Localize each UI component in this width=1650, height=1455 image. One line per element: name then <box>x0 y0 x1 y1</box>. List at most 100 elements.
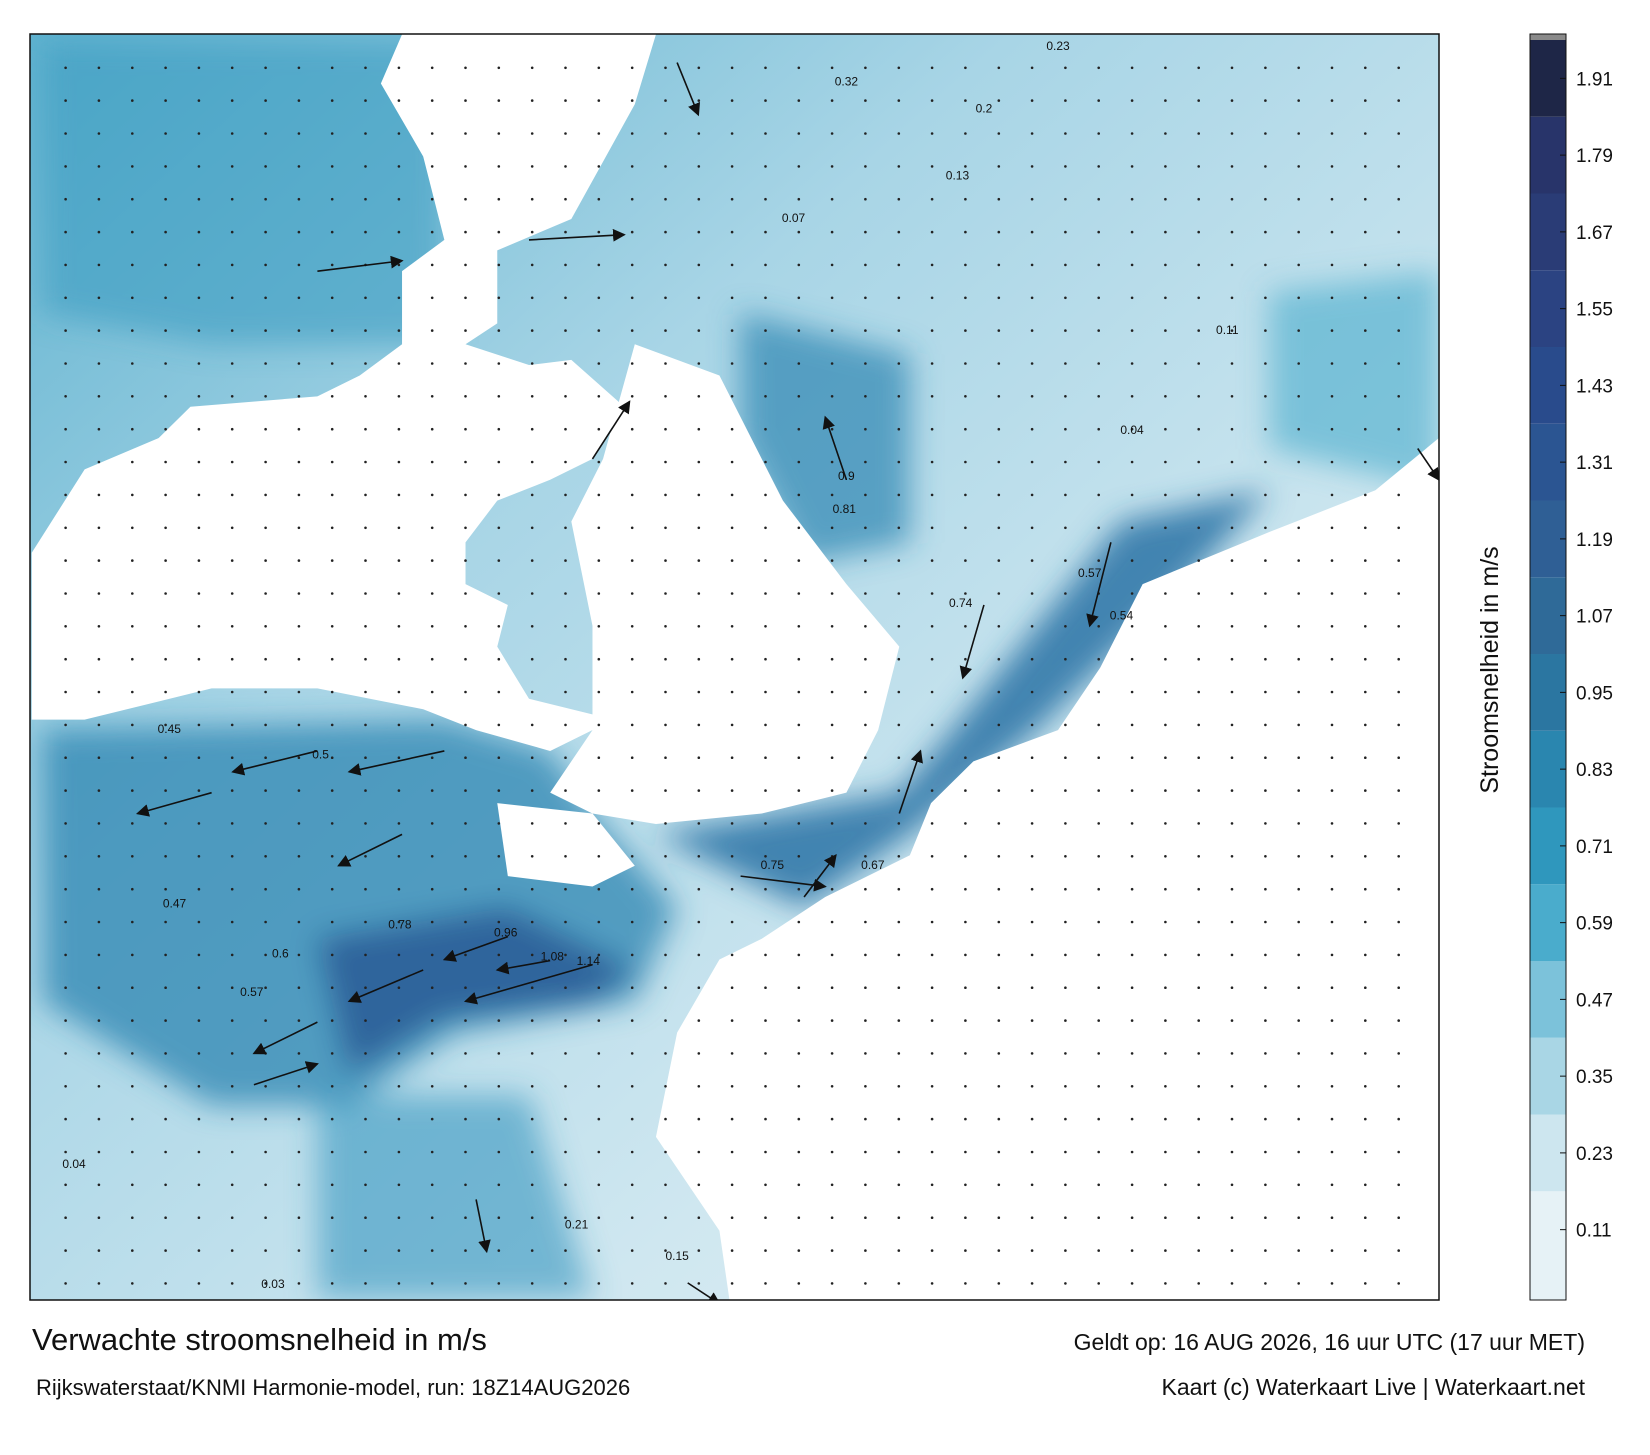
grid-dot <box>397 493 401 497</box>
grid-dot <box>1264 460 1267 464</box>
grid-dot <box>997 592 1001 595</box>
grid-dot <box>964 855 967 858</box>
grid-dot <box>1164 1249 1167 1252</box>
grid-dot <box>1030 66 1034 70</box>
grid-dot <box>1030 132 1034 135</box>
grid-dot <box>564 1216 567 1219</box>
grid-dot <box>664 1085 667 1088</box>
grid-dot <box>1264 953 1267 957</box>
grid-dot <box>964 263 967 267</box>
grid-dot <box>997 887 1001 891</box>
grid-dot <box>997 296 1001 300</box>
grid-dot <box>430 1183 434 1187</box>
grid-dot <box>230 1085 234 1088</box>
grid-dot <box>1264 1117 1267 1121</box>
grid-dot <box>730 920 734 924</box>
grid-dot <box>1130 263 1134 267</box>
grid-dot <box>1130 625 1134 628</box>
grid-dot <box>1164 690 1167 694</box>
grid-dot <box>530 362 534 365</box>
speed-label: 0.57 <box>240 985 264 999</box>
grid-dot <box>764 1249 767 1252</box>
grid-dot <box>697 526 701 530</box>
grid-dot <box>1030 1117 1034 1121</box>
map-area: 1.140.961.080.90.810.780.50.450.230.320.… <box>30 34 1439 1300</box>
grid-dot <box>1064 1019 1067 1022</box>
grid-dot <box>164 165 167 168</box>
grid-dot <box>497 625 501 628</box>
grid-dot <box>664 99 667 102</box>
grid-dot <box>797 657 801 661</box>
grid-dot <box>1364 625 1367 628</box>
grid-dot <box>131 559 134 562</box>
grid-dot <box>997 362 1001 365</box>
grid-dot <box>897 1183 901 1187</box>
grid-dot <box>297 263 301 267</box>
grid-dot <box>464 920 467 924</box>
grid-dot <box>264 1150 267 1154</box>
grid-dot <box>930 329 934 332</box>
grid-dot <box>1397 1183 1400 1187</box>
grid-dot <box>1030 1282 1034 1285</box>
grid-dot <box>1130 395 1134 398</box>
grid-dot <box>797 1183 801 1187</box>
grid-dot <box>1364 723 1367 727</box>
grid-dot <box>797 165 801 168</box>
grid-dot <box>1197 263 1200 267</box>
grid-dot <box>530 657 534 661</box>
grid-dot <box>397 1117 401 1121</box>
grid-dot <box>330 1052 334 1055</box>
grid-dot <box>630 197 634 201</box>
grid-dot <box>564 592 567 595</box>
grid-dot <box>430 986 434 989</box>
grid-dot <box>1230 559 1234 562</box>
grid-dot <box>364 986 367 989</box>
grid-dot <box>131 526 134 530</box>
grid-dot <box>1364 460 1367 464</box>
grid-dot <box>1330 1052 1334 1055</box>
grid-dot <box>64 625 67 628</box>
grid-dot <box>1130 66 1134 70</box>
grid-dot <box>97 296 101 300</box>
grid-dot <box>797 526 801 530</box>
grid-dot <box>1330 99 1334 102</box>
grid-dot <box>930 855 934 858</box>
grid-dot <box>730 822 734 825</box>
grid-dot <box>430 1282 434 1285</box>
grid-dot <box>97 1216 101 1219</box>
grid-dot <box>330 395 334 398</box>
grid-dot <box>1030 1216 1034 1219</box>
grid-dot <box>830 395 834 398</box>
grid-dot <box>730 99 734 102</box>
grid-dot <box>1164 66 1167 70</box>
grid-dot <box>1230 1183 1234 1187</box>
grid-dot <box>1197 789 1200 792</box>
grid-dot <box>664 559 667 562</box>
grid-dot <box>1097 66 1100 70</box>
grid-dot <box>1397 526 1400 530</box>
grid-dot <box>564 855 567 858</box>
grid-dot <box>564 1117 567 1121</box>
grid-dot <box>1230 657 1234 661</box>
grid-dot <box>597 559 601 562</box>
grid-dot <box>364 920 367 924</box>
grid-dot <box>964 526 967 530</box>
grid-dot <box>1030 690 1034 694</box>
grid-dot <box>64 66 67 70</box>
grid-dot <box>1230 690 1234 694</box>
grid-dot <box>197 1282 201 1285</box>
grid-dot <box>1164 986 1167 989</box>
grid-dot <box>464 625 467 628</box>
grid-dot <box>264 592 267 595</box>
colorbar-tick-label: 1.55 <box>1576 300 1613 321</box>
grid-dot <box>297 953 301 957</box>
grid-dot <box>1164 493 1167 497</box>
grid-dot <box>1330 230 1334 234</box>
grid-dot <box>1264 230 1267 234</box>
grid-dot <box>464 592 467 595</box>
grid-dot <box>197 1216 201 1219</box>
grid-dot <box>230 493 234 497</box>
grid-dot <box>1130 1085 1134 1088</box>
grid-dot <box>764 1052 767 1055</box>
